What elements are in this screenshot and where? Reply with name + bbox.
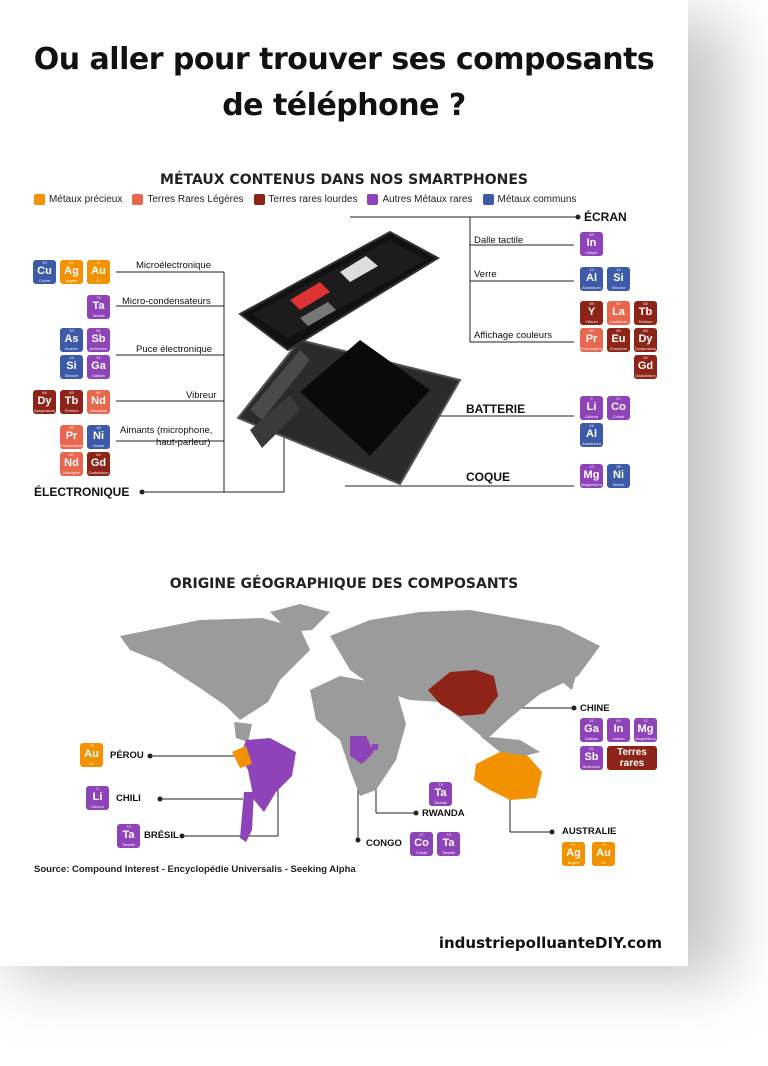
- label-microelectronique: Microélectronique: [136, 260, 211, 271]
- element-tile: 59 Pr Praséodyme: [580, 328, 603, 352]
- element-tile: 27 Co Cobalt: [607, 396, 630, 420]
- legend-label: Métaux précieux: [49, 194, 123, 205]
- legend-label: Terres rares lourdes: [268, 194, 358, 205]
- element-tile: 47 Ag Argent: [60, 260, 83, 284]
- legend-swatch: [253, 194, 265, 205]
- legend-item: Terres Rares Légères: [132, 194, 244, 205]
- element-tile: 60 Nd Néodyme: [87, 390, 110, 414]
- label-aimants-2: haut-parleur): [156, 437, 211, 448]
- label-aimants: Aimants (microphone,: [120, 425, 213, 436]
- element-tile: 73 Ta Tantale: [117, 824, 140, 848]
- country-perou: PÉROU: [110, 750, 144, 761]
- element-tile: 65 Tb Terbium: [634, 301, 657, 325]
- element-tile: 73 Ta Tantale: [437, 832, 460, 856]
- label-puce: Puce électronique: [136, 344, 213, 355]
- label-electronique: ÉLECTRONIQUE: [34, 485, 130, 499]
- element-tile: 14 Si Silicone: [607, 267, 630, 291]
- element-tile: 64 Gd Gadolinium: [87, 452, 110, 476]
- element-tile: 27 Co Cobalt: [410, 832, 433, 856]
- element-tile: 49 In Indium: [607, 718, 630, 742]
- element-tile: 51 Sb Antimoine: [580, 746, 603, 770]
- country-chili: CHILI: [116, 793, 141, 804]
- element-tile: 47 Ag Argent: [562, 842, 585, 866]
- country-bresil: BRÉSIL: [144, 830, 179, 841]
- page-title-line1: Ou aller pour trouver ses composants: [33, 42, 655, 77]
- terres-rares-badge: Terres rares: [607, 746, 657, 770]
- legend-swatch: [367, 194, 379, 205]
- element-tile: 59 Pr Praséodyme: [60, 425, 83, 449]
- metal-legend: Métaux précieux Terres Rares Légères Ter…: [34, 194, 576, 205]
- label-micro-condensateurs: Micro-condensateurs: [122, 296, 211, 307]
- element-tile: 79 Au Or: [592, 842, 615, 866]
- geo-section-title: ORIGINE GÉOGRAPHIQUE DES COMPOSANTS: [169, 576, 519, 592]
- element-tile: 79 Au Or: [80, 743, 103, 767]
- element-tile: 79 Au Or: [87, 260, 110, 284]
- phone-illustration: [236, 230, 462, 486]
- legend-item: Terres rares lourdes: [253, 194, 358, 205]
- element-tile: 29 Cu Cuivre: [33, 260, 56, 284]
- metals-section-title: MÉTAUX CONTENUS DANS NOS SMARTPHONES: [160, 172, 528, 188]
- legend-label: Terres Rares Légères: [147, 194, 244, 205]
- element-tile: 65 Tb Terbium: [60, 390, 83, 414]
- connector-lines: [116, 214, 600, 843]
- site-url[interactable]: industriepolluanteDIY.com: [438, 934, 662, 952]
- element-tile: 49 In Indium: [580, 232, 603, 256]
- element-tile: 28 Ni Nickel: [87, 425, 110, 449]
- element-tile: 12 Mg Magnésium: [634, 718, 657, 742]
- element-tile: 13 Al Aluminium: [580, 423, 603, 447]
- label-verre: Verre: [474, 269, 497, 280]
- label-vibreur: Vibreur: [186, 390, 217, 401]
- label-batterie: BATTERIE: [466, 402, 526, 416]
- legend-label: Autres Métaux rares: [382, 194, 473, 205]
- legend-swatch: [34, 194, 45, 205]
- legend-item: Métaux précieux: [34, 194, 122, 205]
- legend-swatch: [482, 194, 494, 205]
- element-tile: 28 Ni Nickel: [607, 464, 630, 488]
- country-rwanda: RWANDA: [422, 808, 465, 819]
- element-tile: 57 La Lanthane: [607, 301, 630, 325]
- source-note: Source: Compound Interest - Encyclopédie…: [34, 864, 356, 875]
- page-title-line2: de téléphone ?: [222, 88, 466, 123]
- legend-item: Autres Métaux rares: [367, 194, 473, 205]
- label-affichage: Affichage couleurs: [474, 330, 552, 341]
- label-dalle: Dalle tactile: [474, 235, 524, 246]
- element-tile: 14 Si Silicone: [60, 355, 83, 379]
- element-tile: 31 Ga Gallium: [580, 718, 603, 742]
- element-tile: 63 Eu Europium: [607, 328, 630, 352]
- legend-item: Métaux communs: [482, 194, 577, 205]
- element-tile: 51 Sb Antimoine: [87, 328, 110, 352]
- element-tile: 73 Ta Tantale: [87, 295, 110, 319]
- element-tile: 3 Li Lithium: [580, 396, 603, 420]
- label-coque: COQUE: [466, 470, 511, 484]
- element-tile: 66 Dy Dysprosium: [33, 390, 56, 414]
- map-highlights: [232, 670, 542, 842]
- element-tile: 39 Y Yttrium: [580, 301, 603, 325]
- element-tile: 66 Dy Dysprosium: [634, 328, 657, 352]
- infographic-page: Ou aller pour trouver ses composants de …: [33, 42, 662, 952]
- element-tile: 73 Ta Tantale: [429, 782, 452, 806]
- country-congo: CONGO: [366, 838, 402, 849]
- country-australie: AUSTRALIE: [562, 826, 617, 837]
- label-ecran: ÉCRAN: [584, 210, 627, 224]
- element-tile: 33 As Arsenic: [60, 328, 83, 352]
- element-tile: 3 Li Lithium: [86, 786, 109, 810]
- element-tile: 60 Nd Néodyme: [60, 452, 83, 476]
- element-tile: 31 Ga Gallium: [87, 355, 110, 379]
- element-tile: 12 Mg Magnésium: [580, 464, 603, 488]
- legend-swatch: [132, 194, 144, 205]
- element-tile: 13 Al Aluminium: [580, 267, 603, 291]
- country-chine: CHINE: [580, 703, 610, 714]
- element-tile: 64 Gd Gadolinium: [634, 355, 657, 379]
- legend-label: Métaux communs: [497, 194, 577, 205]
